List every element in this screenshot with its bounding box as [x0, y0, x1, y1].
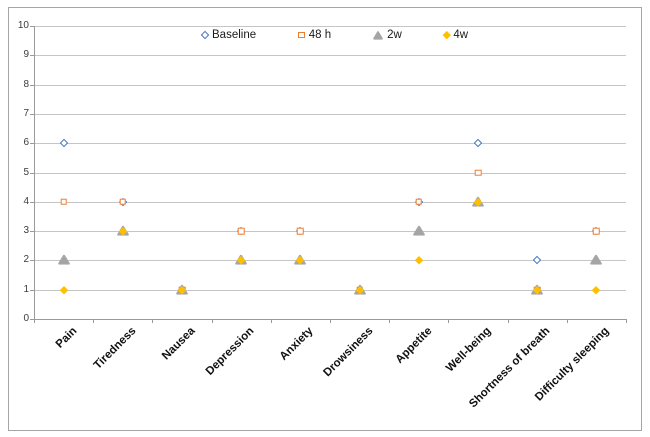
legend-item-2w: 2w — [373, 29, 402, 41]
data-point-48 h — [415, 198, 423, 206]
chart-frame: Baseline 48 h 2w 4w 0 1 2 3 4 5 6 7 8 9 10 Pain Tire… — [8, 7, 642, 431]
y-axis-tick-label: 5 — [23, 166, 29, 178]
data-point-4w — [59, 285, 68, 294]
x-axis-tick — [93, 319, 95, 323]
category-label: Drowsiness — [320, 325, 376, 380]
4w-diamond-icon — [442, 31, 451, 39]
legend-label-2w: 2w — [387, 29, 402, 41]
y-axis-tick — [30, 231, 34, 233]
data-point-48 h — [474, 169, 482, 176]
legend-item-4w: 4w — [442, 29, 469, 41]
x-axis-tick — [566, 319, 568, 323]
category-label: Anxiety — [278, 325, 316, 363]
y-axis-tick — [30, 143, 34, 145]
y-axis-line — [34, 26, 35, 320]
x-axis-tick — [389, 319, 391, 323]
y-axis-tick — [30, 201, 34, 203]
category-label: Nausea — [160, 325, 198, 363]
category-label: Tiredness — [91, 325, 139, 372]
x-axis-tick — [507, 319, 509, 323]
gridline — [34, 84, 626, 86]
y-axis-tick-label: 10 — [17, 20, 29, 31]
x-axis-tick — [626, 319, 627, 323]
y-axis-tick-label: 6 — [23, 137, 29, 149]
data-point-2w — [412, 225, 425, 236]
x-axis-tick — [34, 319, 35, 323]
legend-item-baseline: Baseline — [200, 29, 257, 41]
legend-item-48h: 48 h — [298, 29, 331, 41]
y-axis-tick — [30, 113, 34, 115]
x-axis-tick — [152, 319, 154, 323]
y-axis-tick — [30, 319, 34, 320]
gridline — [34, 55, 626, 57]
y-axis-tick-label: 8 — [23, 78, 29, 90]
gridline — [34, 201, 626, 203]
data-point-Baseline — [473, 138, 483, 148]
data-point-4w — [592, 285, 601, 294]
gridline — [34, 289, 626, 291]
y-axis-tick — [30, 84, 34, 86]
data-point-48 h — [297, 227, 304, 235]
gridline — [34, 113, 626, 115]
category-label: Shortness of breath — [467, 325, 553, 411]
legend-label-48h: 48 h — [308, 29, 332, 41]
gridline — [34, 172, 626, 174]
y-axis-tick-label: 7 — [23, 107, 29, 119]
data-point-4w — [414, 256, 423, 265]
y-axis-tick — [30, 260, 34, 262]
2w-triangle-icon — [373, 30, 383, 40]
gridline — [34, 260, 626, 262]
y-axis-tick — [30, 26, 34, 27]
gridline — [34, 143, 626, 145]
data-point-48 h — [60, 198, 67, 206]
x-axis-tick — [211, 319, 213, 323]
y-axis-tick-label: 9 — [23, 49, 29, 61]
legend-label-baseline: Baseline — [212, 29, 257, 41]
y-axis-tick-label: 4 — [23, 195, 29, 207]
y-axis-tick — [30, 289, 34, 291]
baseline-diamond-icon — [200, 30, 210, 40]
y-axis-tick-label: 1 — [23, 283, 29, 295]
category-label: Appetite — [393, 325, 435, 367]
y-axis-tick — [30, 55, 34, 57]
data-point-Baseline — [532, 256, 542, 265]
chart-legend: Baseline 48 h 2w 4w — [200, 29, 469, 41]
x-axis-tick — [270, 319, 272, 323]
x-axis-tick — [330, 319, 331, 323]
gridline — [34, 231, 626, 233]
gridline — [34, 26, 626, 27]
y-axis-tick-label: 2 — [23, 254, 29, 266]
category-label: Difficulty sleeping — [533, 325, 612, 404]
data-point-48 h — [593, 227, 600, 235]
legend-label-4w: 4w — [453, 29, 469, 41]
data-point-Baseline — [59, 138, 68, 148]
y-axis-tick-label: 3 — [23, 225, 29, 237]
y-axis-tick — [30, 172, 34, 174]
data-point-2w — [57, 255, 70, 265]
x-axis-tick — [448, 319, 450, 323]
data-point-48 h — [237, 227, 245, 235]
48h-square-icon — [298, 31, 305, 39]
y-axis-tick-label: 0 — [23, 313, 29, 324]
data-point-2w — [590, 255, 603, 265]
category-label: Depression — [203, 325, 257, 378]
data-point-48 h — [119, 198, 127, 206]
category-label: Well-being — [444, 325, 494, 375]
